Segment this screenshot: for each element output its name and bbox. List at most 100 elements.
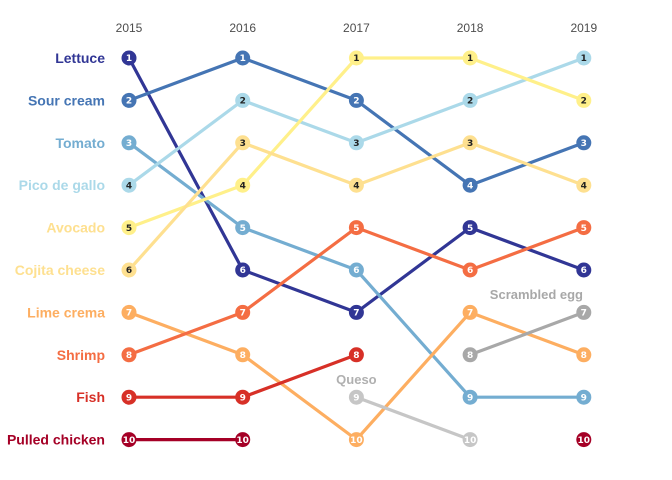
data-label: 1 [353, 54, 359, 64]
data-label: 8 [467, 351, 473, 361]
data-label: 3 [353, 139, 359, 149]
annotation-label: Scrambled egg [490, 287, 583, 302]
data-label: 1 [581, 54, 587, 64]
data-point [462, 262, 478, 278]
data-point [576, 262, 592, 278]
row-label: Avocado [46, 220, 105, 236]
data-point [121, 92, 137, 108]
data-point [462, 220, 478, 236]
data-point [576, 304, 592, 320]
year-label: 2015 [116, 21, 143, 35]
data-point [235, 50, 251, 66]
data-label: 9 [126, 393, 132, 403]
data-point [121, 50, 137, 66]
data-label: 9 [240, 393, 246, 403]
data-point [348, 92, 364, 108]
data-point [235, 304, 251, 320]
data-point [235, 220, 251, 236]
data-label: 5 [467, 224, 473, 234]
data-point [121, 135, 137, 151]
data-point [462, 347, 478, 363]
series-line [127, 141, 586, 272]
data-label: 10 [236, 436, 249, 446]
data-point [348, 347, 364, 363]
data-label: 1 [126, 54, 132, 64]
data-label: 5 [581, 224, 587, 234]
data-point [121, 347, 137, 363]
data-label: 10 [464, 436, 477, 446]
data-label: 3 [581, 139, 587, 149]
data-point [348, 389, 364, 405]
data-point [348, 304, 364, 320]
data-point [462, 177, 478, 193]
annotation-label: Queso [336, 372, 377, 387]
series-line [354, 395, 472, 442]
data-label: 6 [126, 266, 132, 276]
data-point [576, 347, 592, 363]
data-label: 3 [240, 139, 246, 149]
data-label: 6 [467, 266, 473, 276]
data-point [576, 389, 592, 405]
data-label: 10 [578, 436, 591, 446]
data-point [576, 135, 592, 151]
data-point [576, 50, 592, 66]
year-label: 2019 [570, 21, 597, 35]
data-label: 4 [126, 181, 132, 191]
data-label: 7 [126, 309, 132, 319]
data-point [462, 304, 478, 320]
data-label: 3 [467, 139, 473, 149]
data-point [235, 347, 251, 363]
data-point [576, 432, 592, 448]
data-point [121, 389, 137, 405]
data-point [348, 177, 364, 193]
data-label: 2 [581, 97, 587, 107]
data-label: 9 [353, 393, 359, 403]
row-labels: Lettuce Sour cream Tomato Pico de gallo Avoc… [7, 50, 105, 448]
data-label: 5 [353, 224, 359, 234]
data-label: 1 [467, 54, 473, 64]
data-label: 10 [123, 436, 136, 446]
data-point [462, 389, 478, 405]
data-label: 7 [353, 309, 359, 319]
data-label: 10 [350, 436, 363, 446]
data-label: 8 [353, 351, 359, 361]
data-point [235, 177, 251, 193]
year-labels: 2015 2016 2017 2018 2019 [116, 21, 598, 35]
series-line [127, 56, 586, 187]
year-label: 2018 [457, 21, 484, 35]
data-label: 2 [240, 97, 246, 107]
data-label: 9 [467, 393, 473, 403]
row-label: Sour cream [28, 92, 105, 108]
row-label: Shrimp [57, 347, 105, 363]
data-label: 7 [581, 309, 587, 319]
data-label: 8 [240, 351, 246, 361]
data-label: 2 [126, 97, 132, 107]
data-label: 4 [240, 181, 246, 191]
row-label: Pulled chicken [7, 432, 105, 448]
data-point [121, 432, 137, 448]
data-point [235, 135, 251, 151]
data-label: 5 [240, 224, 246, 234]
series-line [468, 310, 586, 357]
row-label: Tomato [55, 135, 105, 151]
data-label: 2 [467, 97, 473, 107]
data-point [348, 262, 364, 278]
data-point [121, 262, 137, 278]
data-point [235, 389, 251, 405]
row-label: Lettuce [55, 50, 105, 66]
data-point [348, 220, 364, 236]
data-label: 2 [353, 97, 359, 107]
data-point [348, 432, 364, 448]
data-point [462, 92, 478, 108]
row-label: Fish [76, 389, 105, 405]
year-label: 2016 [229, 21, 256, 35]
data-label: 7 [240, 309, 246, 319]
data-point [348, 135, 364, 151]
data-label: 5 [126, 224, 132, 234]
data-point [121, 304, 137, 320]
data-point [235, 262, 251, 278]
data-point [462, 432, 478, 448]
data-point [348, 50, 364, 66]
row-label: Pico de gallo [19, 177, 105, 193]
